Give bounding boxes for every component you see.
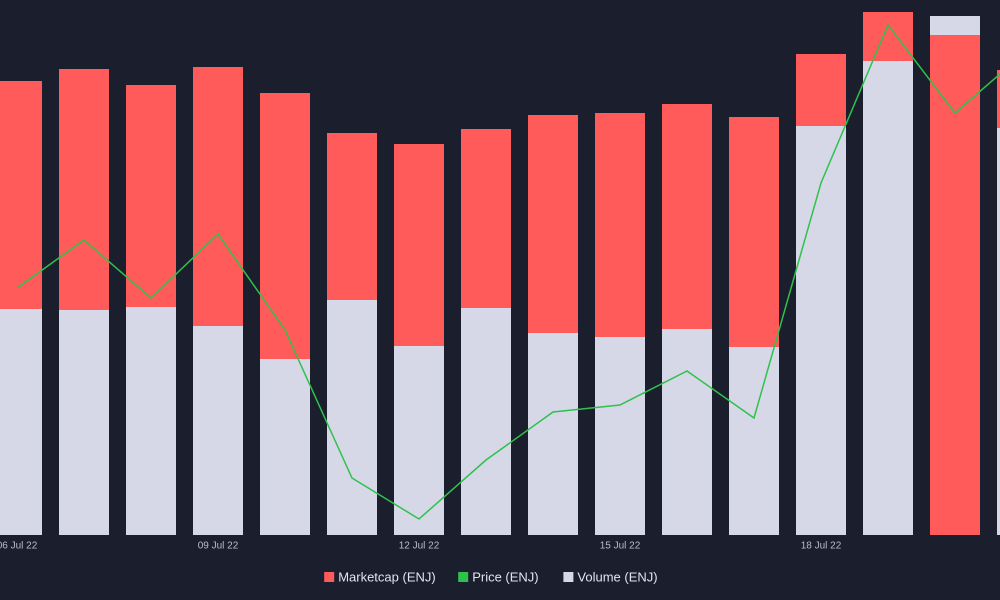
x-tick-label: 18 Jul 22 xyxy=(801,541,842,552)
bar xyxy=(997,128,1000,535)
bar xyxy=(327,300,377,535)
x-tick-label: 06 Jul 22 xyxy=(0,541,38,552)
x-tick-label: 15 Jul 22 xyxy=(600,541,641,552)
legend-swatch xyxy=(458,572,469,582)
bar xyxy=(662,329,712,535)
legend-swatch xyxy=(324,572,335,582)
legend-label: Volume (ENJ) xyxy=(577,569,657,584)
legend-swatch xyxy=(563,572,574,582)
bar xyxy=(193,326,243,535)
bar xyxy=(394,346,444,535)
bar xyxy=(595,337,645,535)
bar xyxy=(0,309,42,535)
bar xyxy=(59,310,109,535)
bar xyxy=(126,307,176,535)
bar xyxy=(796,126,846,535)
bar xyxy=(729,347,779,535)
bar xyxy=(528,333,578,535)
bar xyxy=(863,61,913,535)
bar xyxy=(461,308,511,535)
bar xyxy=(930,35,980,535)
bar xyxy=(260,359,310,535)
price-line xyxy=(16,23,1000,520)
legend-label: Marketcap (ENJ) xyxy=(338,569,436,584)
x-tick-label: 12 Jul 22 xyxy=(399,541,440,552)
legend-label: Price (ENJ) xyxy=(472,569,538,584)
x-tick-label: 09 Jul 22 xyxy=(198,541,239,552)
